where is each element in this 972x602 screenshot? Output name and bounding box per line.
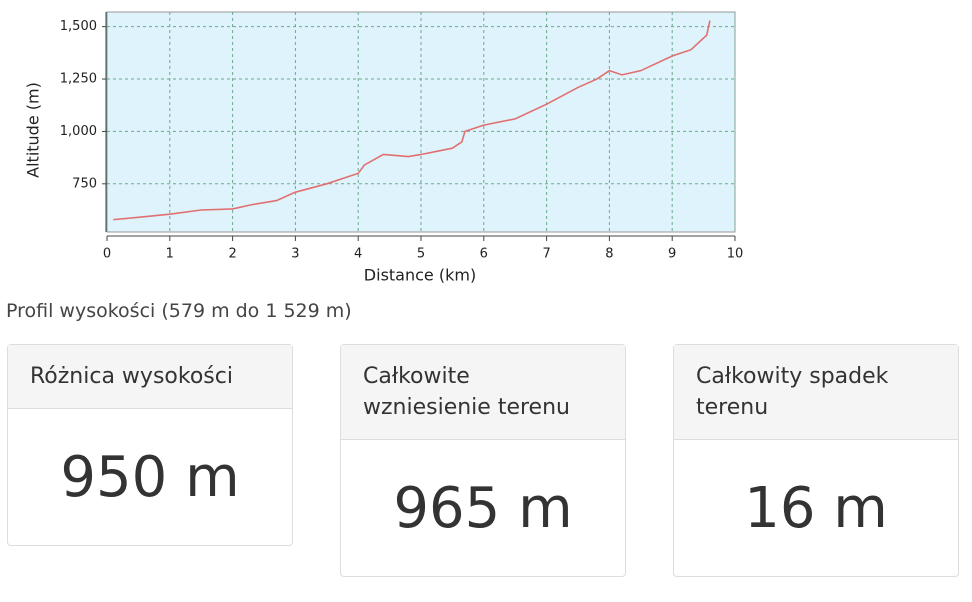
- card-value: 950 m: [60, 444, 240, 510]
- card: Całkowity spadek terenu 16 m: [673, 344, 959, 577]
- x-tick-label: 5: [417, 247, 425, 262]
- x-tick-label: 7: [542, 247, 550, 262]
- x-tick-label: 3: [291, 247, 299, 262]
- x-tick-label: 1: [166, 247, 174, 262]
- chart: Distance (km) Altitude (m) 7501,0001,250…: [24, 11, 744, 285]
- x-axis-label: Distance (km): [364, 266, 476, 285]
- y-tick-label: 1,000: [60, 124, 97, 139]
- card-title: Całkowity spadek terenu: [674, 345, 958, 440]
- x-tick-label: 8: [605, 247, 613, 262]
- x-tick-label: 4: [354, 247, 362, 262]
- card-value: 965 m: [393, 475, 573, 541]
- card-title: Różnica wysokości: [8, 345, 292, 409]
- x-tick-label: 2: [228, 247, 236, 262]
- caption: Profil wysokości (579 m do 1 529 m): [6, 300, 352, 322]
- card: Różnica wysokości 950 m: [7, 344, 293, 546]
- elevation-line: [113, 20, 711, 221]
- x-tick-label: 10: [727, 247, 744, 262]
- y-axis-label: Altitude (m): [24, 82, 43, 178]
- card-value: 16 m: [744, 475, 888, 541]
- y-tick-label: 750: [72, 176, 97, 191]
- x-tick-label: 0: [103, 247, 111, 262]
- x-tick-label: 9: [668, 247, 676, 262]
- x-tick-label: 6: [480, 247, 488, 262]
- card-title: Całkowite wzniesienie terenu: [341, 345, 625, 440]
- y-tick-label: 1,250: [60, 72, 97, 87]
- y-tick-label: 1,500: [60, 19, 97, 34]
- card: Całkowite wzniesienie terenu 965 m: [340, 344, 626, 577]
